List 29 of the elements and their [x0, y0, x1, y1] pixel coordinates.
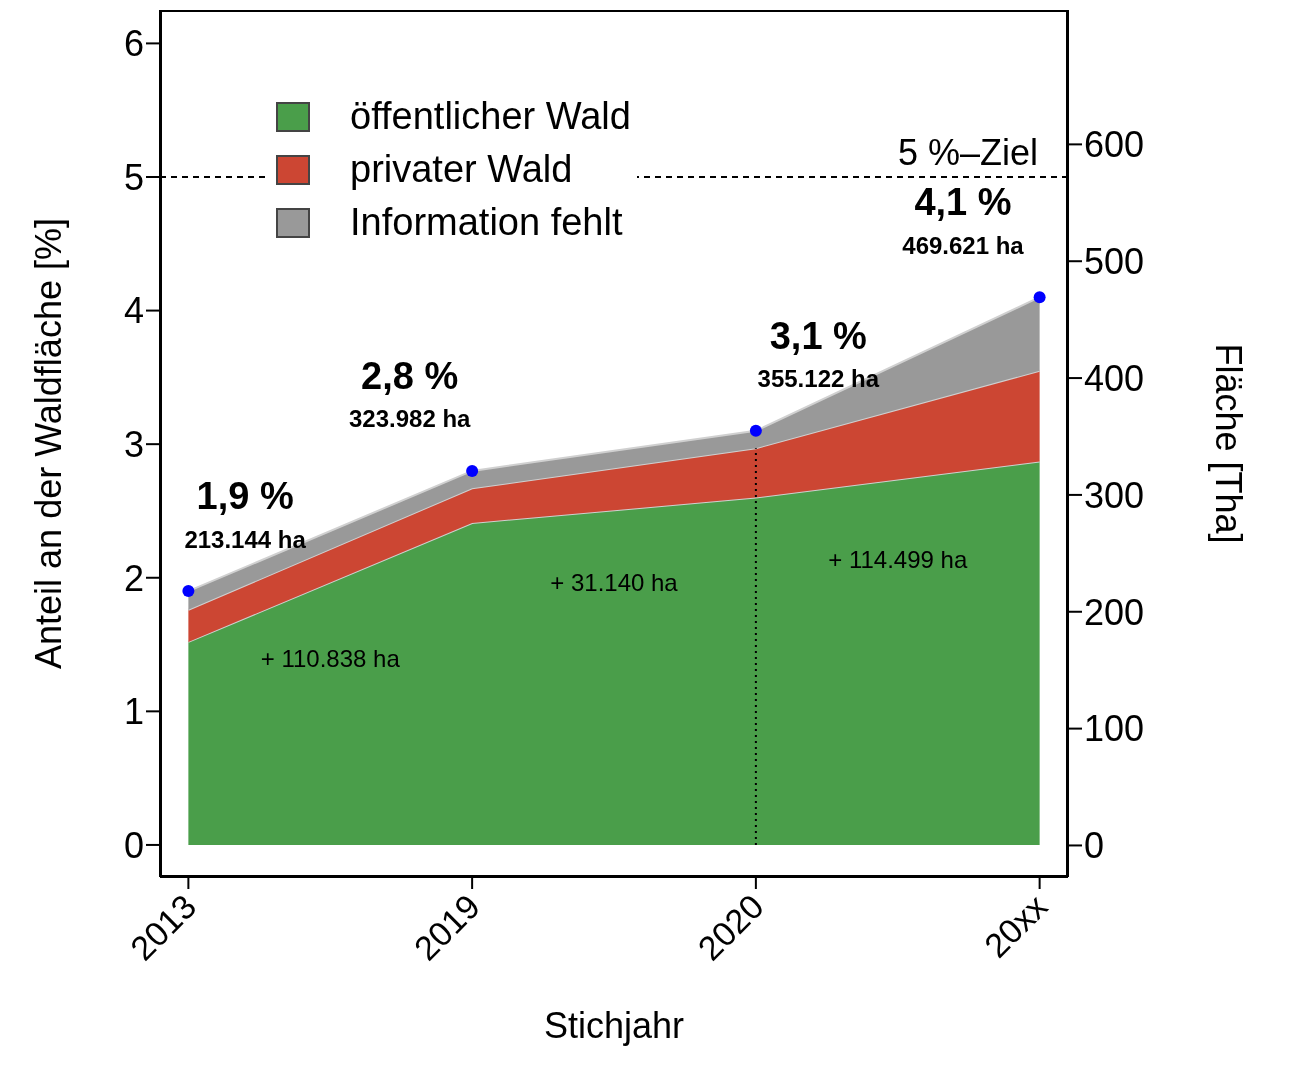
y-tick-label: 2: [123, 557, 144, 599]
annotation: 355.122 ha: [757, 365, 880, 393]
y-axis-title: Anteil an der Waldfläche [%]: [27, 218, 69, 669]
y-tick-label: 0: [123, 824, 144, 866]
y-tick-label: 6: [123, 23, 144, 65]
y2-tick-label: 500: [1084, 241, 1145, 282]
y-tick-label: 5: [123, 156, 144, 198]
annotation: 4,1 %: [914, 181, 1012, 224]
legend-label: öffentlicher Wald: [350, 95, 631, 138]
y2-tick-label: 100: [1084, 708, 1145, 750]
annotation: 2,8 %: [361, 354, 459, 397]
y2-tick-label: 200: [1084, 591, 1145, 633]
legend-label: Information fehlt: [350, 201, 623, 244]
annotation: 469.621 ha: [902, 231, 1025, 259]
ref-line-label: 5 %–Ziel: [897, 131, 1038, 173]
point: [749, 424, 762, 437]
annotation: 323.982 ha: [348, 405, 472, 433]
legend-label: privater Wald: [350, 148, 573, 191]
y2-tick-label: 600: [1084, 124, 1145, 166]
annotation: 3,1 %: [769, 314, 867, 357]
y2-axis-title: Fläche [Tha]: [1207, 343, 1249, 544]
y-tick-label: 3: [123, 423, 144, 465]
y2-tick-label: 0: [1084, 825, 1105, 867]
x-axis-title: Stichjahr: [543, 1005, 685, 1046]
y2-tick-label: 300: [1084, 474, 1145, 516]
y-tick-label: 4: [123, 290, 144, 332]
point: [1033, 291, 1046, 304]
y-tick-label: 1: [123, 691, 144, 733]
y2-tick-label: 400: [1084, 357, 1145, 399]
